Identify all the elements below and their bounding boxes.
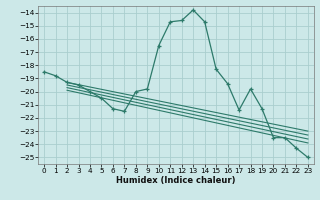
X-axis label: Humidex (Indice chaleur): Humidex (Indice chaleur) — [116, 176, 236, 185]
